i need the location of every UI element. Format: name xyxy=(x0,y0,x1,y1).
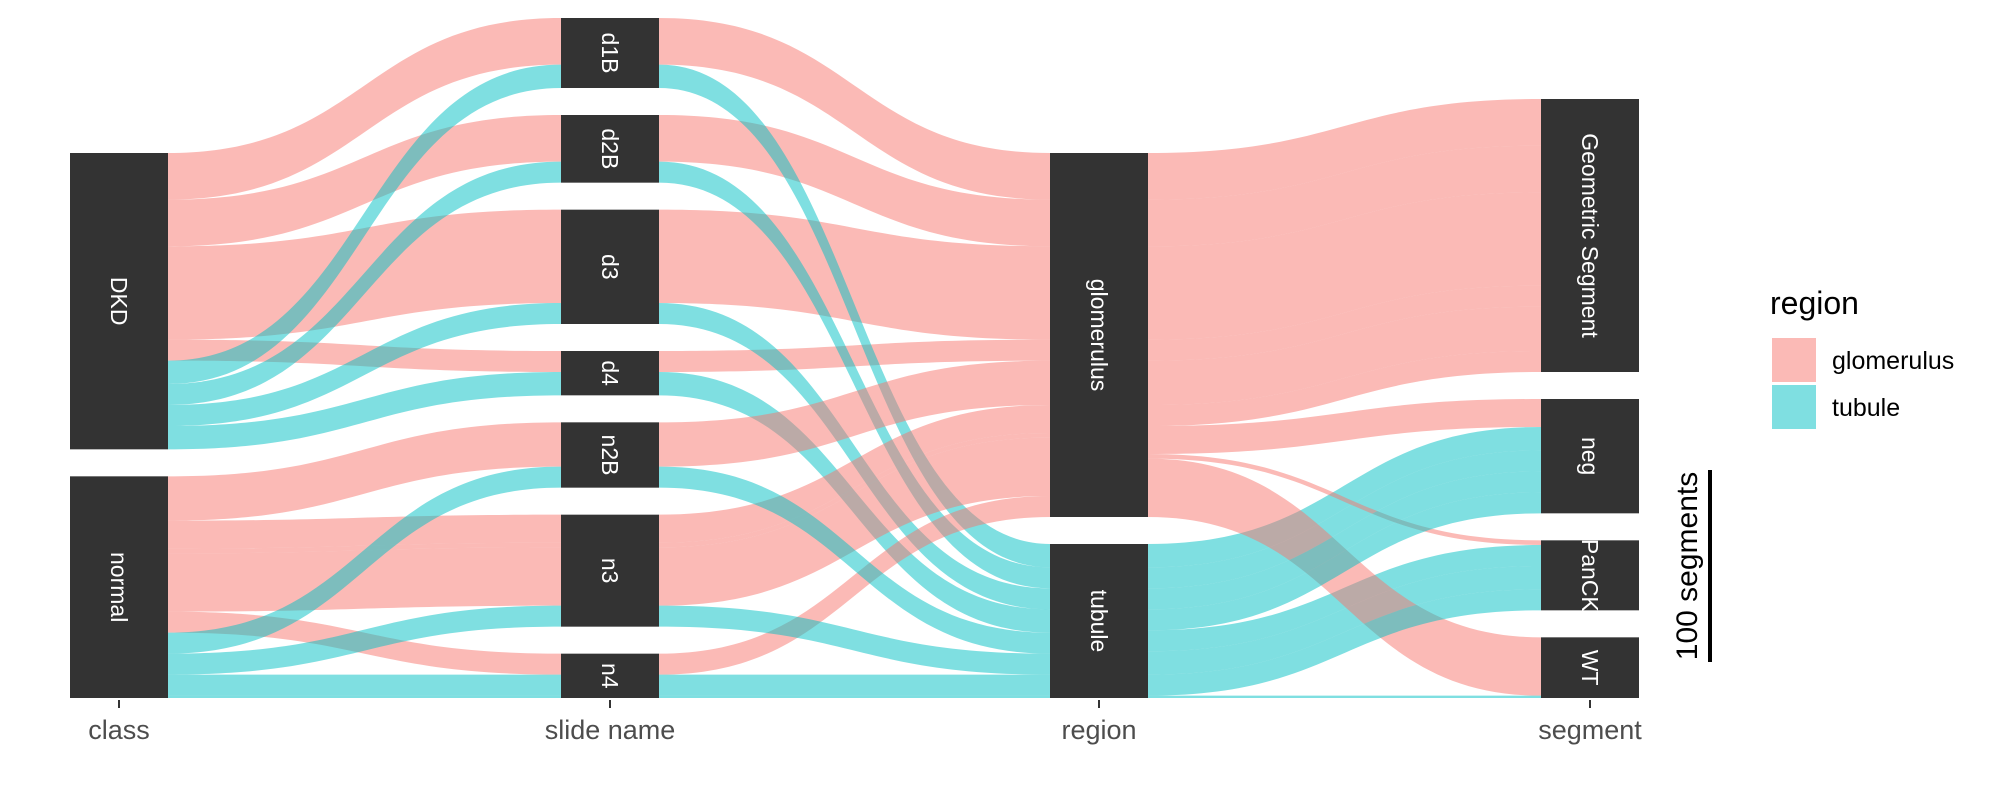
flow-tubule-to-neg-tubule xyxy=(1148,492,1541,631)
flow-glomerulus-to-geometric-segment-glomerulus xyxy=(1148,145,1541,247)
flow-normal-to-n3-glomerulus xyxy=(168,514,561,549)
flow-dkd-to-d1b-tubule xyxy=(168,64,561,385)
strata-layer: DKD normal d1B d2B d3 d4 n2B n3 n4 glomerulus tubu… xyxy=(70,18,1639,698)
legend-label-tubule: tubule xyxy=(1832,394,1900,422)
legend-swatch-glomerulus xyxy=(1772,338,1816,382)
flow-normal-to-n2b-glomerulus xyxy=(168,422,561,521)
scale-bar: 100 segments xyxy=(1671,470,1712,662)
flow-d1b-to-glomerulus-glomerulus xyxy=(659,18,1050,200)
stratum-label-n4: n4 xyxy=(597,663,623,689)
flow-n4-to-glomerulus-glomerulus xyxy=(659,496,1050,675)
flow-tubule-to-neg-tubule xyxy=(1148,450,1541,589)
stratum-n3 xyxy=(561,514,659,627)
flow-glomerulus-to-geometric-segment-glomerulus xyxy=(1148,99,1541,200)
stratum-d3 xyxy=(561,209,659,324)
flow-tubule-to-panck-tubule xyxy=(1148,589,1541,696)
axis-label-class: class xyxy=(88,715,150,745)
stratum-tubule xyxy=(1050,544,1148,698)
flow-glomerulus-to-wt-glomerulus xyxy=(1148,458,1541,696)
flow-d3-to-tubule-tubule xyxy=(659,303,1050,610)
flow-n3-to-glomerulus-glomerulus xyxy=(659,433,1050,548)
scale-bar-label: 100 segments xyxy=(1671,472,1704,660)
stratum-label-wt: WT xyxy=(1577,650,1603,686)
flow-glomerulus-to-geometric-segment-glomerulus xyxy=(1148,192,1541,340)
legend-label-glomerulus: glomerulus xyxy=(1832,347,1954,375)
axis-label-segment: segment xyxy=(1538,715,1642,745)
flow-dkd-to-d3-tubule xyxy=(168,303,561,426)
stratum-label-panck: PanCK xyxy=(1577,539,1603,613)
stratum-label-d1b: d1B xyxy=(597,33,623,74)
flow-normal-to-n4-tubule xyxy=(168,674,561,696)
flow-d1b-to-tubule-tubule xyxy=(659,64,1050,568)
stratum-panck xyxy=(1541,540,1639,611)
stratum-label-n3: n3 xyxy=(597,558,623,584)
flow-normal-to-n3-glomerulus xyxy=(168,542,561,554)
stratum-label-n2b: n2B xyxy=(597,435,623,476)
stratum-glomerulus xyxy=(1050,153,1148,517)
stratum-d4 xyxy=(561,351,659,396)
flow-d2b-to-glomerulus-glomerulus xyxy=(659,115,1050,247)
stratum-dkd xyxy=(70,153,168,450)
stratum-label-d3: d3 xyxy=(597,254,623,280)
flow-d4-to-glomerulus-glomerulus xyxy=(659,339,1050,372)
stratum-label-tubule: tubule xyxy=(1086,590,1112,653)
stratum-d2b xyxy=(561,115,659,183)
legend-title: region xyxy=(1770,285,1859,321)
flow-tubule-to-neg-tubule xyxy=(1148,471,1541,610)
stratum-label-glomerulus: glomerulus xyxy=(1086,279,1112,392)
flow-n2b-to-glomerulus-glomerulus xyxy=(659,360,1050,467)
flow-dkd-to-d1b-glomerulus xyxy=(168,18,561,200)
stratum-label-d2b: d2B xyxy=(597,128,623,169)
flow-d2b-to-tubule-tubule xyxy=(659,161,1050,589)
stratum-wt xyxy=(1541,637,1639,698)
stratum-n4 xyxy=(561,653,659,698)
stratum-normal xyxy=(70,476,168,698)
flow-n4-to-tubule-tubule xyxy=(659,674,1050,696)
stratum-geometric-segment xyxy=(1541,99,1639,372)
stratum-neg xyxy=(1541,399,1639,514)
axis-label-region: region xyxy=(1061,715,1136,745)
flow-d3-to-glomerulus-glomerulus xyxy=(659,209,1050,340)
flow-normal-to-n2b-tubule xyxy=(168,466,561,654)
stratum-label-neg: neg xyxy=(1577,437,1603,475)
stratum-label-normal: normal xyxy=(106,552,132,622)
legend-swatch-tubule xyxy=(1772,385,1816,429)
flow-normal-to-n3-glomerulus xyxy=(168,547,561,612)
flow-tubule-to-panck-tubule xyxy=(1148,566,1541,675)
flow-glomerulus-to-geometric-segment-glomerulus xyxy=(1148,306,1541,405)
flow-glomerulus-to-geometric-segment-glomerulus xyxy=(1148,285,1541,361)
flow-n3-to-glomerulus-glomerulus xyxy=(659,437,1050,606)
axis-label-slide-name: slide name xyxy=(545,715,676,745)
flow-normal-to-n4-tubule xyxy=(168,695,561,698)
stratum-d1b xyxy=(561,18,659,88)
flow-dkd-to-d2b-glomerulus xyxy=(168,115,561,247)
flow-dkd-to-d2b-tubule xyxy=(168,161,561,405)
stratum-label-geometric-segment: Geometric Segment xyxy=(1577,133,1603,338)
flow-n3-to-tubule-tubule xyxy=(659,605,1050,675)
flows-layer xyxy=(168,18,1541,698)
stratum-n2b xyxy=(561,422,659,488)
flow-n4-to-tubule-tubule xyxy=(659,695,1050,698)
flow-glomerulus-to-neg-glomerulus xyxy=(1148,399,1541,454)
flow-n2b-to-tubule-tubule xyxy=(659,466,1050,654)
flow-normal-to-n3-tubule xyxy=(168,605,561,675)
legend: region glomerulus tubule xyxy=(1770,285,1954,429)
flow-tubule-to-wt-tubule xyxy=(1148,695,1541,698)
axis-labels: class slide name region segment xyxy=(88,700,1642,745)
flow-glomerulus-to-geometric-segment-glomerulus xyxy=(1148,351,1541,426)
flow-dkd-to-d4-tubule xyxy=(168,372,561,450)
flow-n3-to-glomerulus-glomerulus xyxy=(659,405,1050,543)
stratum-label-d4: d4 xyxy=(597,360,623,386)
stratum-label-dkd: DKD xyxy=(106,277,132,326)
flow-glomerulus-to-panck-glomerulus xyxy=(1148,454,1541,545)
